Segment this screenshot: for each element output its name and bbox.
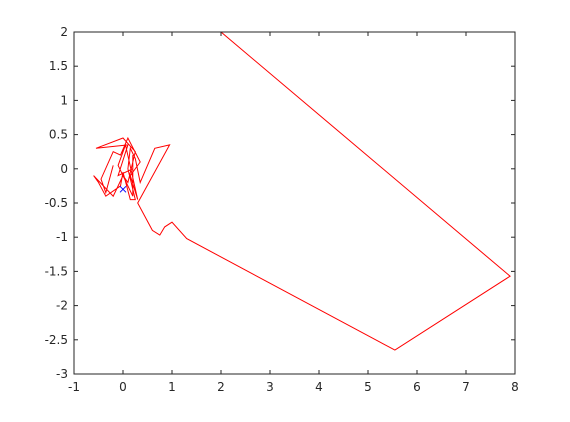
x-tick-label: 6	[413, 380, 421, 394]
axes-frame	[73, 31, 516, 375]
axes	[73, 31, 516, 375]
y-axis-ticks: 2 1.5 1 0.5 0 -0.5 -1 -1.5 -2 -2.5 -3	[45, 25, 515, 381]
y-tick-label: 0.5	[49, 128, 68, 142]
x-tick-label: 1	[168, 380, 176, 394]
x-tick-label: 2	[217, 380, 225, 394]
x-axis-ticks: -1 0 1 2 3 4 5 6 7 8	[68, 32, 519, 394]
y-tick-label: -2	[56, 299, 68, 313]
y-tick-label: -1	[56, 230, 68, 244]
plot-area	[93, 32, 511, 351]
x-tick-label: 3	[266, 380, 274, 394]
y-tick-label: -3	[56, 367, 68, 381]
x-tick-label: 5	[364, 380, 372, 394]
series-line-0	[93, 32, 511, 351]
y-tick-label: -1.5	[45, 264, 68, 278]
y-tick-label: 0	[60, 162, 68, 176]
y-tick-label: 2	[60, 25, 68, 39]
x-tick-label: -1	[68, 380, 80, 394]
x-tick-label: 0	[119, 380, 127, 394]
x-tick-label: 8	[511, 380, 519, 394]
y-tick-label: -2.5	[45, 333, 68, 347]
marker-x-point	[119, 185, 127, 193]
y-tick-label: 1.5	[49, 59, 68, 73]
y-tick-label: -0.5	[45, 196, 68, 210]
x-tick-label: 4	[315, 380, 323, 394]
y-tick-label: 1	[60, 93, 68, 107]
x-tick-label: 7	[462, 380, 470, 394]
